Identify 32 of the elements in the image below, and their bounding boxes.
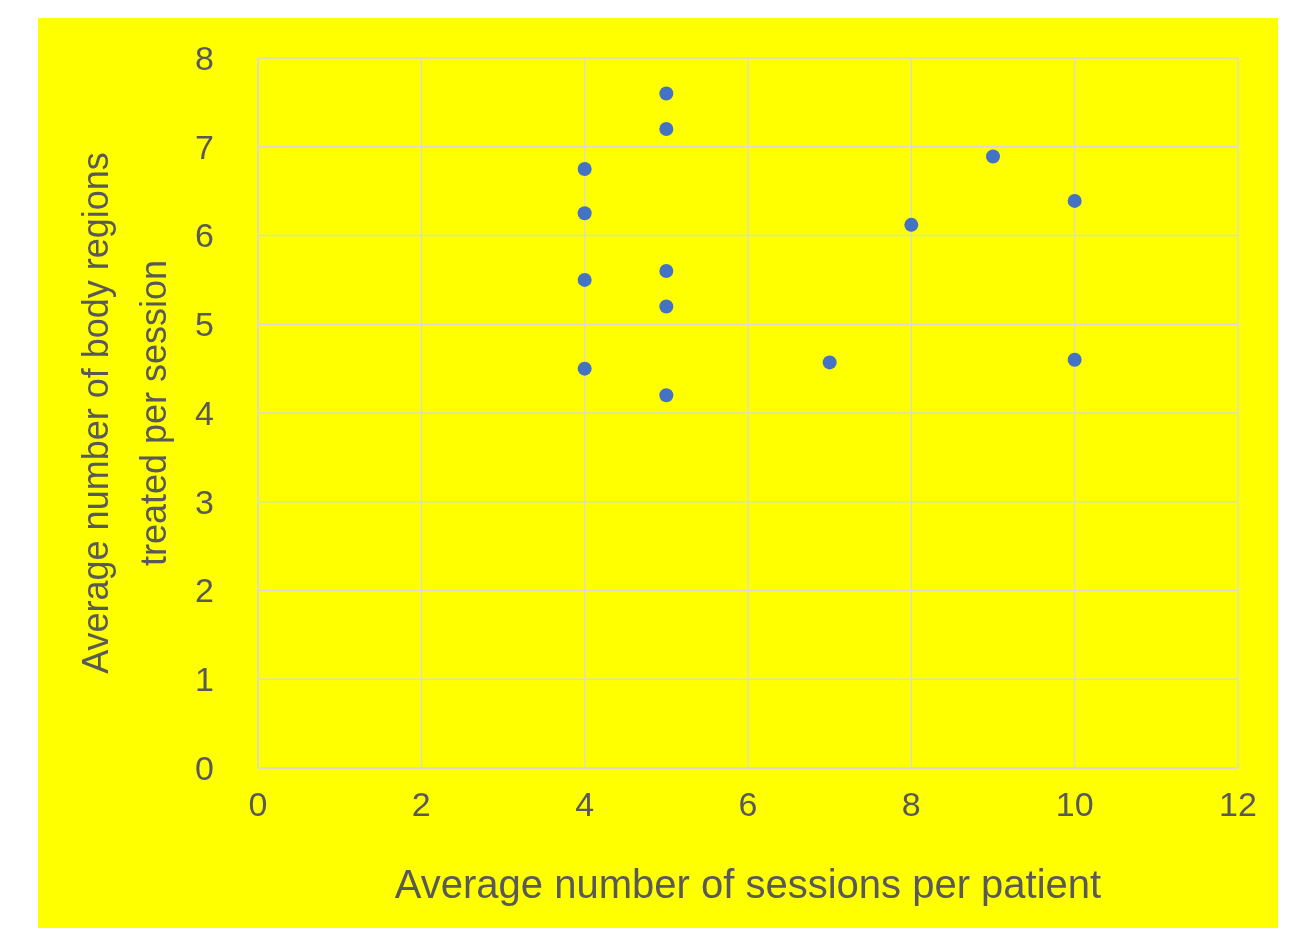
y-tick-label: 7 [195,127,214,166]
y-tick-label: 4 [195,393,214,432]
point [659,86,674,101]
x-tick-label: 12 [1219,785,1257,823]
point [577,206,592,221]
point [577,272,592,287]
y-tick-label: 0 [195,748,214,787]
x-tick-label: 4 [575,785,595,823]
x-tick-label: 8 [901,785,921,823]
point [659,264,674,278]
x-tick-label: 10 [1055,785,1094,823]
y-axis-title: Average number of body regions treated per session [75,152,174,674]
y-tick-label: 8 [195,38,214,77]
x-axis-title: Average number of sessions per patient [394,862,1102,906]
y-tick-label: 1 [195,660,214,699]
point [986,149,1000,164]
y-tick-label: 6 [195,216,214,255]
y-tick-label: 5 [195,305,214,344]
point [659,299,674,314]
x-tick-label: 2 [411,785,431,823]
y-tick-label: 3 [195,482,214,521]
point [1067,352,1082,367]
point [659,122,674,136]
point [577,361,592,376]
x-tick-label: 0 [248,785,268,823]
point [822,355,837,370]
y-tick-label: 2 [195,571,214,610]
point [904,217,919,232]
point [1067,193,1082,208]
point [577,161,592,176]
point [659,388,674,403]
x-tick-label: 6 [738,785,758,823]
